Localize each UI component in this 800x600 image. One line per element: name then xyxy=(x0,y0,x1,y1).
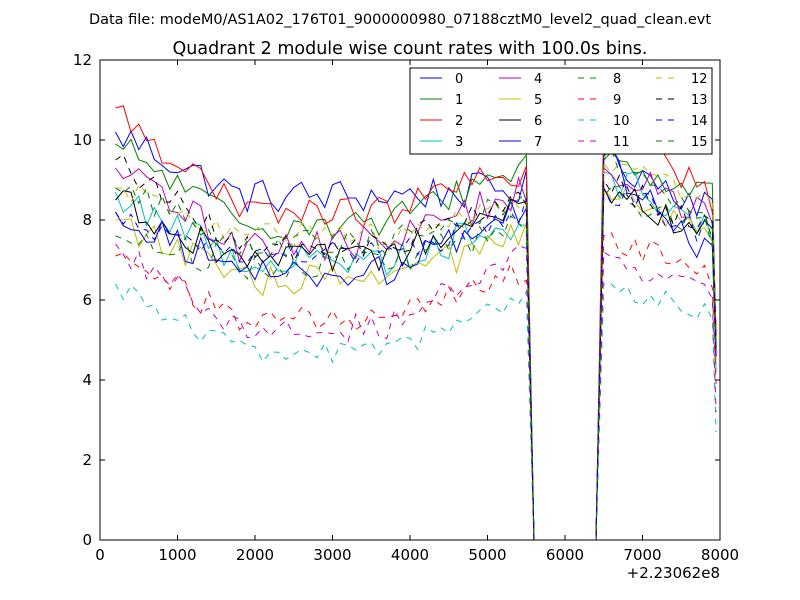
x-tick-label: 6000 xyxy=(546,546,584,564)
series-line-8 xyxy=(115,185,717,541)
legend-label-14: 14 xyxy=(691,114,708,129)
series-line-12 xyxy=(115,162,717,541)
series-line-2 xyxy=(115,105,717,541)
legend-label-13: 13 xyxy=(691,93,708,108)
y-tick-label: 10 xyxy=(73,131,92,149)
legend-label-5: 5 xyxy=(534,93,542,108)
series-line-15 xyxy=(115,149,717,541)
y-tick-label: 8 xyxy=(82,211,92,229)
legend-label-8: 8 xyxy=(613,72,621,87)
legend-label-10: 10 xyxy=(613,114,630,129)
legend-label-2: 2 xyxy=(455,114,463,129)
legend-label-7: 7 xyxy=(534,135,542,150)
legend-label-12: 12 xyxy=(691,72,708,87)
legend-box xyxy=(409,67,713,155)
y-tick-label: 4 xyxy=(82,371,92,389)
y-tick-label: 12 xyxy=(73,51,92,69)
x-tick-label: 7000 xyxy=(623,546,661,564)
series-line-4 xyxy=(115,166,717,541)
plot-lines xyxy=(115,105,717,541)
legend-label-0: 0 xyxy=(455,72,463,87)
legend-label-15: 15 xyxy=(691,135,708,150)
x-offset-label: +2.23062e8 xyxy=(627,564,720,582)
chart-title: Quadrant 2 module wise count rates with … xyxy=(173,39,648,59)
y-tick-label: 0 xyxy=(82,531,92,549)
x-tick-label: 1000 xyxy=(158,546,196,564)
legend-label-1: 1 xyxy=(455,93,463,108)
series-line-13 xyxy=(115,153,717,541)
axes: 0 1000 2000 3000 4000 5000 6000 7000 80000246810… xyxy=(73,51,739,564)
series-line-1 xyxy=(115,138,717,541)
data-file-suptitle: Data file: modeM0/AS1A02_176T01_90000009… xyxy=(89,12,711,28)
series-line-11 xyxy=(115,243,717,541)
series-line-9 xyxy=(115,232,717,541)
series-line-0 xyxy=(115,129,717,541)
legend-label-11: 11 xyxy=(613,135,630,150)
x-tick-label: 2000 xyxy=(236,546,274,564)
legend-label-3: 3 xyxy=(455,135,463,150)
x-tick-label: 0 xyxy=(95,546,105,564)
x-tick-label: 3000 xyxy=(313,546,351,564)
legend-label-9: 9 xyxy=(613,93,621,108)
x-tick-label: 4000 xyxy=(391,546,429,564)
legend-label-6: 6 xyxy=(534,114,542,129)
x-tick-label: 5000 xyxy=(468,546,506,564)
series-line-7 xyxy=(115,146,717,541)
legend-label-4: 4 xyxy=(534,72,542,87)
x-tick-label: 8000 xyxy=(701,546,739,564)
series-line-14 xyxy=(115,185,717,541)
series-line-3 xyxy=(115,171,717,541)
series-line-10 xyxy=(115,283,717,541)
y-tick-label: 2 xyxy=(82,451,92,469)
y-tick-label: 6 xyxy=(82,291,92,309)
